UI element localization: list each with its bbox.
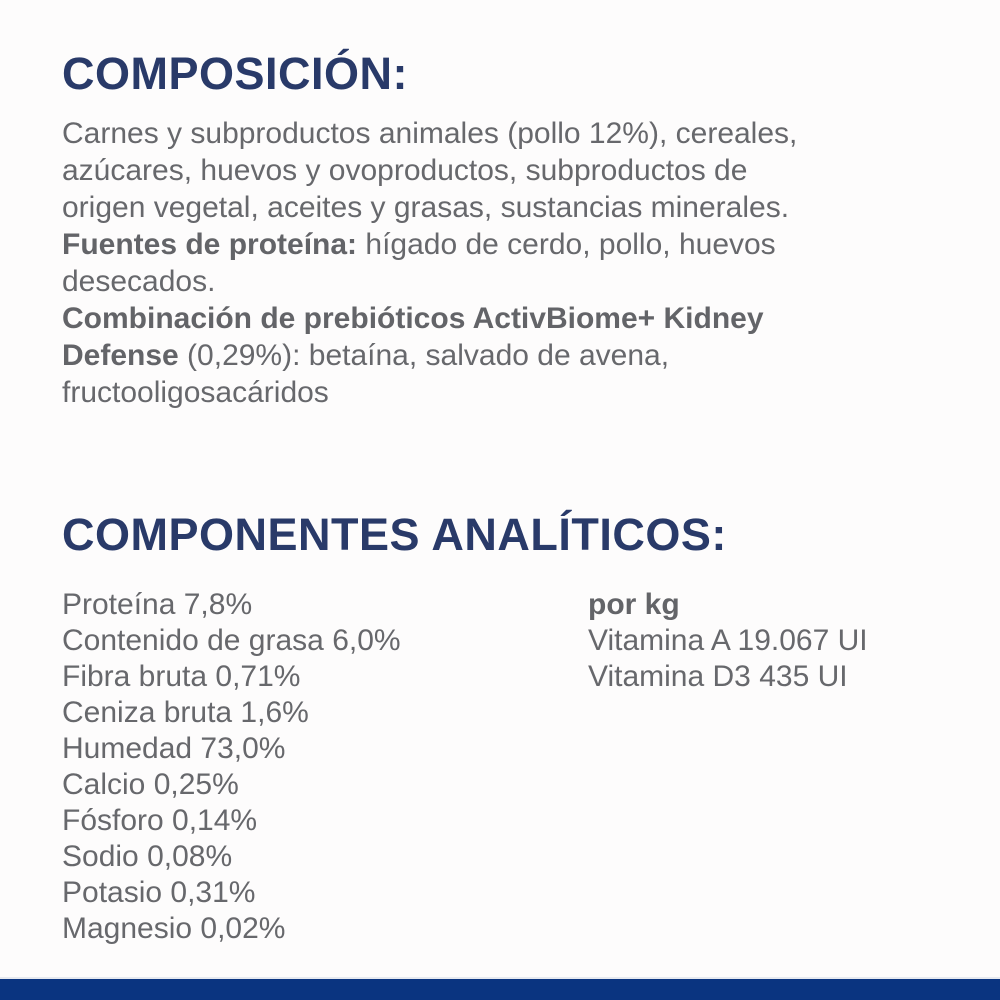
composition-line-text: origen vegetal, aceites y grasas, sustan… xyxy=(62,191,790,225)
composition-line-text: fructooligosacáridos xyxy=(62,376,329,410)
composition-line-text: azúcares, huevos y ovoproductos, subprod… xyxy=(62,154,748,188)
composition-line: Combinación de prebióticos ActivBiome+ K… xyxy=(62,300,962,337)
composition-line-text: desecados. xyxy=(62,265,216,299)
analytic-item: Contenido de grasa 6,0% xyxy=(62,623,401,657)
analytics-right-column: por kg Vitamina A 19.067 UI Vitamina D3 … xyxy=(588,587,962,947)
composition-line: Carnes y subproductos animales (pollo 12… xyxy=(62,115,962,152)
analytic-item: Humedad 73,0% xyxy=(62,731,286,765)
analytics-columns: Proteína 7,8% Contenido de grasa 6,0% Fi… xyxy=(62,587,962,947)
analytic-item: Magnesio 0,02% xyxy=(62,911,286,945)
composition-body: Carnes y subproductos animales (pollo 12… xyxy=(62,115,962,411)
composition-heading: COMPOSICIÓN: xyxy=(62,48,409,99)
composition-line: Fuentes de proteína: hígado de cerdo, po… xyxy=(62,226,962,263)
per-kg-header: por kg xyxy=(588,587,680,621)
label-content: COMPOSICIÓN: Carnes y subproductos anima… xyxy=(62,0,962,947)
vitamin-item: Vitamina A 19.067 UI xyxy=(588,623,868,657)
composition-line: azúcares, huevos y ovoproductos, subprod… xyxy=(62,152,962,189)
analytic-item: Calcio 0,25% xyxy=(62,767,239,801)
analytic-item: Sodio 0,08% xyxy=(62,839,233,873)
analytics-left-column: Proteína 7,8% Contenido de grasa 6,0% Fi… xyxy=(62,587,588,947)
vitamin-item: Vitamina D3 435 UI xyxy=(588,659,848,693)
composition-line-text: Carnes y subproductos animales (pollo 12… xyxy=(62,117,798,151)
analytic-item: Proteína 7,8% xyxy=(62,587,253,621)
analytic-item: Fósforo 0,14% xyxy=(62,803,258,837)
analytic-item: Ceniza bruta 1,6% xyxy=(62,695,309,729)
composition-line: fructooligosacáridos xyxy=(62,374,962,411)
composition-line-bold: Defense xyxy=(62,339,179,373)
analytic-item: Fibra bruta 0,71% xyxy=(62,659,301,693)
bottom-accent-bar xyxy=(0,977,1000,1000)
composition-line-bold: Fuentes de proteína: xyxy=(62,228,358,262)
analytic-item: Potasio 0,31% xyxy=(62,875,256,909)
composition-line-text: hígado de cerdo, pollo, huevos xyxy=(357,228,776,262)
composition-line: origen vegetal, aceites y grasas, sustan… xyxy=(62,189,962,226)
composition-line: Defense (0,29%): betaína, salvado de ave… xyxy=(62,337,962,374)
composition-line-text: (0,29%): betaína, salvado de avena, xyxy=(178,339,670,373)
analytics-heading: COMPONENTES ANALÍTICOS: xyxy=(62,509,727,561)
composition-line-bold: Combinación de prebióticos ActivBiome+ K… xyxy=(62,302,764,336)
composition-line: desecados. xyxy=(62,263,962,300)
